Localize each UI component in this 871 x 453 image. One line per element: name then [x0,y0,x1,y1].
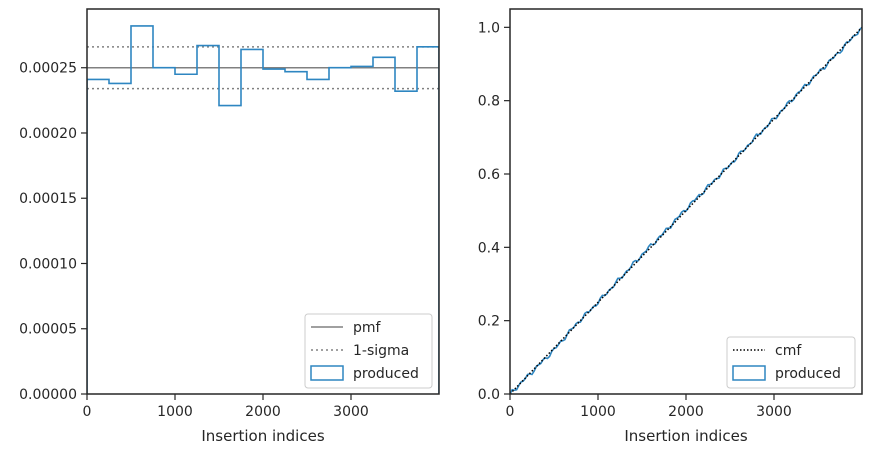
y-tick-label: 0.2 [478,314,500,330]
left-panel-histogram: 0 1000 2000 3000 0.00000 0.00005 0.00010 0.0001… [19,8,440,445]
x-tick-label: 0 [506,404,515,420]
x-axis-title: Insertion indices [201,427,324,445]
histogram-bar [285,72,307,394]
legend-produced-swatch [310,365,344,381]
legend: pmf 1-sigma produced [304,313,433,389]
y-tick-label: 0.8 [478,94,500,110]
legend-produced-label: produced [775,366,841,382]
x-axis-title: Insertion indices [624,427,747,445]
produced-line [510,26,862,394]
histogram-bar [109,83,131,394]
x-tick-label: 1000 [580,404,616,420]
legend-produced-swatch [732,365,766,381]
y-tick-label: 0.00005 [19,322,77,338]
y-tick-label: 1.0 [478,20,500,36]
legend-cmf-label: cmf [775,343,802,359]
histogram-bar [175,74,197,394]
y-tick-label: 0.0 [478,387,500,403]
histogram-bar [131,26,153,394]
y-tick-label: 0.6 [478,167,500,183]
histogram-steps [87,25,439,394]
y-tick-label: 0.4 [478,240,500,256]
histogram-bar [219,106,241,394]
y-tick-label: 0.00010 [19,256,77,272]
histogram-bar [197,46,219,394]
legend-sigma-label: 1-sigma [353,343,409,359]
legend-pmf-label: pmf [353,320,382,336]
histogram-bar [153,68,175,394]
plot-area [510,26,862,394]
x-tick-label: 2000 [668,404,704,420]
axes-frame [86,8,440,395]
x-tick-label: 0 [83,404,92,420]
y-tick-label: 0.00025 [19,61,77,77]
plot-area [87,25,439,394]
y-tick-label: 0.00020 [19,126,77,142]
x-tick-label: 3000 [333,404,369,420]
legend: cmf produced [726,336,856,389]
histogram-bar [263,69,285,394]
legend-box [304,313,433,389]
y-tick-label: 0.00015 [19,191,77,207]
x-tick-label: 3000 [756,404,792,420]
legend-produced-label: produced [353,366,419,382]
y-tick-label: 0.00000 [19,387,77,403]
axes-frame [509,8,863,395]
x-tick-label: 1000 [157,404,193,420]
cmf-line [510,26,862,394]
histogram-bar [87,79,109,394]
right-panel-cmf: 0 1000 2000 3000 0.0 0.2 0.4 0.6 0.8 1.0 Insertion… [478,8,863,445]
histogram-bar [241,49,263,394]
x-tick-label: 2000 [245,404,281,420]
